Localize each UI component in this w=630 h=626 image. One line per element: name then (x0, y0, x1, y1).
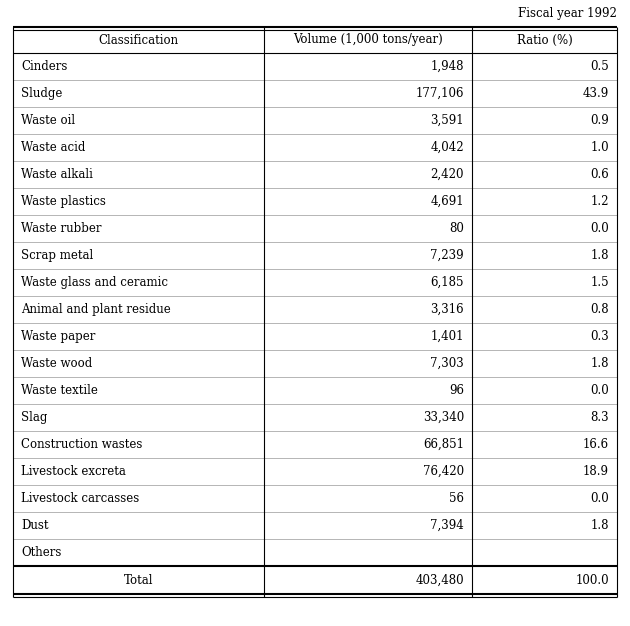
Text: Classification: Classification (98, 34, 178, 46)
Text: 1.0: 1.0 (590, 141, 609, 154)
Text: 1.8: 1.8 (590, 519, 609, 532)
Text: Livestock excreta: Livestock excreta (21, 465, 126, 478)
Text: Ratio (%): Ratio (%) (517, 34, 573, 46)
Text: 76,420: 76,420 (423, 465, 464, 478)
Text: Slag: Slag (21, 411, 47, 424)
Text: Waste wood: Waste wood (21, 357, 92, 370)
Text: Dust: Dust (21, 519, 49, 532)
Text: 43.9: 43.9 (583, 87, 609, 100)
Text: Waste paper: Waste paper (21, 330, 95, 343)
Text: 1.8: 1.8 (590, 249, 609, 262)
Text: 18.9: 18.9 (583, 465, 609, 478)
Text: Construction wastes: Construction wastes (21, 438, 142, 451)
Text: 1,401: 1,401 (430, 330, 464, 343)
Text: 1.8: 1.8 (590, 357, 609, 370)
Text: Others: Others (21, 546, 61, 559)
Text: 2,420: 2,420 (430, 168, 464, 181)
Text: 80: 80 (449, 222, 464, 235)
Text: 8.3: 8.3 (590, 411, 609, 424)
Text: 3,591: 3,591 (430, 114, 464, 127)
Text: 0.5: 0.5 (590, 60, 609, 73)
Text: 7,303: 7,303 (430, 357, 464, 370)
Text: 0.3: 0.3 (590, 330, 609, 343)
Text: 33,340: 33,340 (423, 411, 464, 424)
Text: Livestock carcasses: Livestock carcasses (21, 492, 139, 505)
Text: 7,394: 7,394 (430, 519, 464, 532)
Text: 0.0: 0.0 (590, 492, 609, 505)
Text: 3,316: 3,316 (430, 303, 464, 316)
Text: 4,042: 4,042 (430, 141, 464, 154)
Text: 403,480: 403,480 (415, 573, 464, 587)
Text: 1.5: 1.5 (590, 276, 609, 289)
Text: 6,185: 6,185 (430, 276, 464, 289)
Text: Waste oil: Waste oil (21, 114, 75, 127)
Text: Waste acid: Waste acid (21, 141, 86, 154)
Text: 56: 56 (449, 492, 464, 505)
Text: 0.0: 0.0 (590, 222, 609, 235)
Text: 7,239: 7,239 (430, 249, 464, 262)
Text: Scrap metal: Scrap metal (21, 249, 93, 262)
Text: 100.0: 100.0 (575, 573, 609, 587)
Text: 16.6: 16.6 (583, 438, 609, 451)
Text: 66,851: 66,851 (423, 438, 464, 451)
Text: 177,106: 177,106 (416, 87, 464, 100)
Text: Waste textile: Waste textile (21, 384, 98, 397)
Text: Volume (1,000 tons/year): Volume (1,000 tons/year) (293, 34, 443, 46)
Text: Cinders: Cinders (21, 60, 67, 73)
Text: Sludge: Sludge (21, 87, 62, 100)
Text: 4,691: 4,691 (430, 195, 464, 208)
Text: 1.2: 1.2 (590, 195, 609, 208)
Text: Animal and plant residue: Animal and plant residue (21, 303, 171, 316)
Text: 0.0: 0.0 (590, 384, 609, 397)
Text: Waste plastics: Waste plastics (21, 195, 106, 208)
Text: 1,948: 1,948 (430, 60, 464, 73)
Text: Fiscal year 1992: Fiscal year 1992 (518, 7, 617, 20)
Text: Waste rubber: Waste rubber (21, 222, 101, 235)
Text: 0.9: 0.9 (590, 114, 609, 127)
Text: 0.8: 0.8 (590, 303, 609, 316)
Text: Total: Total (123, 573, 153, 587)
Text: Waste alkali: Waste alkali (21, 168, 93, 181)
Text: Waste glass and ceramic: Waste glass and ceramic (21, 276, 168, 289)
Text: 96: 96 (449, 384, 464, 397)
Text: 0.6: 0.6 (590, 168, 609, 181)
